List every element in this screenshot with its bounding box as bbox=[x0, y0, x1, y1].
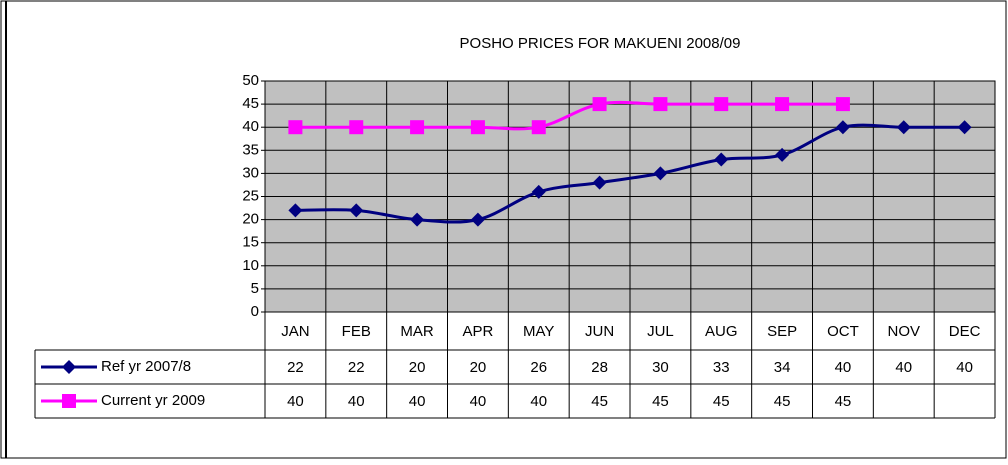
table-value: 45 bbox=[591, 393, 608, 410]
y-tick-label: 40 bbox=[242, 118, 259, 135]
table-value: 33 bbox=[713, 359, 730, 376]
data-point bbox=[714, 152, 729, 167]
x-tick-label: JAN bbox=[281, 323, 309, 340]
data-point bbox=[653, 166, 668, 181]
data-point bbox=[410, 212, 425, 227]
table-value: 45 bbox=[713, 393, 730, 410]
table-value: 40 bbox=[348, 393, 365, 410]
table-value: 28 bbox=[591, 359, 608, 376]
data-point bbox=[835, 120, 850, 135]
y-tick-label: 0 bbox=[251, 303, 259, 320]
legend-key-marker bbox=[62, 394, 76, 408]
legend-label: Current yr 2009 bbox=[101, 392, 205, 409]
x-tick-label: JUN bbox=[585, 323, 614, 340]
x-tick-label: MAR bbox=[400, 323, 434, 340]
y-tick-label: 10 bbox=[242, 257, 259, 274]
table-value: 40 bbox=[470, 393, 487, 410]
table-value: 40 bbox=[409, 393, 426, 410]
table-value: 26 bbox=[530, 359, 547, 376]
x-tick-label: MAY bbox=[523, 323, 554, 340]
data-point bbox=[349, 203, 364, 218]
chart-title: POSHO PRICES FOR MAKUENI 2008/09 bbox=[460, 35, 741, 52]
table-value: 20 bbox=[470, 359, 487, 376]
legend-label: Ref yr 2007/8 bbox=[101, 358, 191, 375]
x-tick-label: AUG bbox=[705, 323, 738, 340]
table-value: 22 bbox=[287, 359, 304, 376]
table-value: 45 bbox=[652, 393, 669, 410]
data-point bbox=[531, 120, 546, 135]
y-tick-label: 50 bbox=[242, 72, 259, 89]
x-tick-label: JUL bbox=[647, 323, 674, 340]
data-point bbox=[653, 97, 668, 112]
table-value: 45 bbox=[774, 393, 791, 410]
data-point bbox=[531, 184, 546, 199]
y-tick-label: 5 bbox=[251, 280, 259, 297]
legend-key-marker bbox=[62, 360, 76, 374]
table-value: 40 bbox=[895, 359, 912, 376]
table-value: 22 bbox=[348, 359, 365, 376]
x-tick-label: SEP bbox=[767, 323, 797, 340]
x-tick-label: NOV bbox=[887, 323, 920, 340]
table-value: 40 bbox=[287, 393, 304, 410]
data-point bbox=[592, 97, 607, 112]
data-point bbox=[410, 120, 425, 135]
data-point bbox=[288, 203, 303, 218]
x-tick-label: APR bbox=[462, 323, 493, 340]
data-point bbox=[775, 147, 790, 162]
x-tick-label: FEB bbox=[342, 323, 371, 340]
data-point bbox=[714, 97, 729, 112]
x-tick-label: DEC bbox=[949, 323, 981, 340]
y-tick-label: 25 bbox=[242, 187, 259, 204]
data-point bbox=[470, 212, 485, 227]
y-tick-label: 45 bbox=[242, 95, 259, 112]
table-value: 40 bbox=[530, 393, 547, 410]
table-value: 30 bbox=[652, 359, 669, 376]
table-value: 34 bbox=[774, 359, 791, 376]
series-line bbox=[295, 100, 843, 131]
table-value: 45 bbox=[835, 393, 852, 410]
data-point bbox=[896, 120, 911, 135]
data-point bbox=[775, 97, 790, 112]
data-point bbox=[592, 175, 607, 190]
table-value: 40 bbox=[956, 359, 973, 376]
data-point bbox=[288, 120, 303, 135]
data-point bbox=[957, 120, 972, 135]
data-point bbox=[470, 120, 485, 135]
y-tick-label: 35 bbox=[242, 141, 259, 158]
table-value: 20 bbox=[409, 359, 426, 376]
data-point bbox=[835, 97, 850, 112]
y-tick-label: 20 bbox=[242, 211, 259, 228]
x-tick-label: OCT bbox=[827, 323, 859, 340]
data-point bbox=[349, 120, 364, 135]
y-tick-label: 15 bbox=[242, 234, 259, 251]
y-tick-label: 30 bbox=[242, 164, 259, 181]
table-value: 40 bbox=[835, 359, 852, 376]
